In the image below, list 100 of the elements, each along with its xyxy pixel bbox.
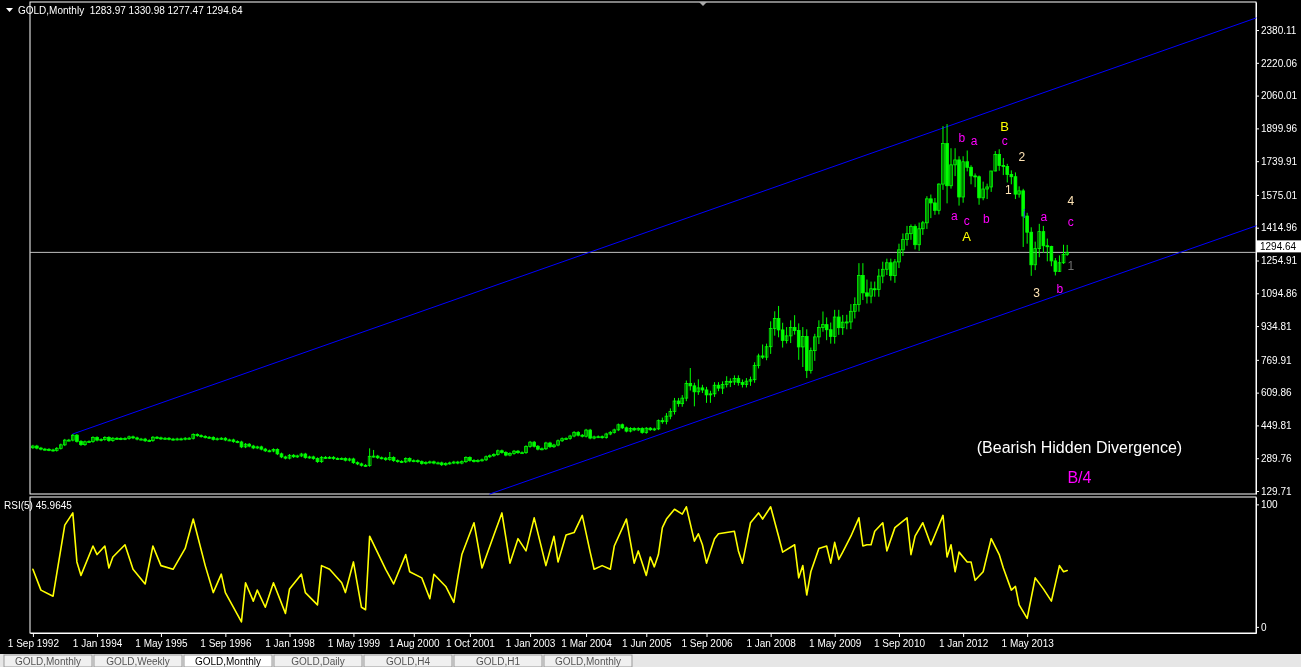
annotation: b: [982, 212, 990, 227]
candlestick: [840, 314, 845, 336]
candlestick: [612, 428, 617, 435]
candlestick: [275, 447, 280, 456]
x-tick-label: 1 Jan 2003: [505, 638, 556, 650]
candlestick: [596, 434, 600, 439]
annotation: i: [1022, 206, 1026, 221]
candlestick: [175, 437, 179, 442]
candlestick: [367, 447, 372, 468]
candlestick: [231, 438, 236, 444]
x-tick-label: 1 Sep 2010: [873, 638, 926, 650]
annotation: c: [963, 214, 970, 229]
candlestick: [584, 428, 588, 438]
candlestick: [672, 397, 677, 416]
candlestick: [556, 439, 560, 447]
candlestick: [375, 454, 380, 460]
candlestick: [295, 454, 300, 459]
candlestick: [235, 439, 240, 444]
y-tick-label: 2380.11: [1261, 24, 1297, 36]
chart-title: RSI(5) 45.9645: [4, 500, 73, 511]
x-tick-label: 1 May 1995: [135, 638, 189, 650]
y-tick-label: 129.71: [1261, 485, 1293, 497]
annotation: B/4: [1067, 468, 1092, 486]
x-tick-label: 1 Jan 1998: [265, 638, 316, 650]
candlestick: [67, 438, 71, 442]
candlestick: [720, 380, 725, 395]
y-tick-label: 2220.06: [1261, 57, 1298, 69]
candlestick: [608, 430, 613, 436]
candlestick: [604, 432, 609, 440]
candlestick: [580, 433, 585, 438]
annotation: 2: [1018, 150, 1026, 165]
candlestick: [439, 461, 444, 467]
candlestick: [644, 426, 649, 435]
candlestick: [327, 455, 332, 460]
candlestick: [307, 455, 312, 460]
candlestick: [628, 426, 633, 433]
annotation: a: [951, 208, 959, 223]
candlestick: [223, 436, 228, 442]
candlestick: [788, 319, 793, 344]
candlestick: [600, 434, 604, 440]
chart-title: GOLD,Monthly 1283.97 1330.98 1277.47 1294.64: [18, 5, 244, 16]
candlestick: [632, 426, 636, 432]
candlestick: [315, 456, 320, 464]
candlestick: [712, 381, 717, 398]
candlestick: [323, 455, 328, 460]
x-tick-label: 1 Jan 1994: [72, 638, 123, 650]
annotation: b: [958, 130, 966, 145]
candlestick: [219, 436, 224, 441]
candlestick: [869, 281, 873, 304]
candlestick: [496, 449, 500, 457]
candlestick: [299, 452, 304, 458]
y-tick-label: 1094.86: [1261, 288, 1298, 299]
annotation: (Bearish Hidden Divergence): [976, 438, 1183, 456]
annotation: b: [1056, 282, 1064, 297]
annotation: c: [1067, 214, 1074, 229]
annotation: 1: [1005, 183, 1012, 198]
annotation: A: [962, 228, 972, 244]
candlestick: [399, 459, 404, 464]
annotation: a: [970, 133, 978, 148]
candlestick: [836, 309, 841, 336]
candlestick: [139, 437, 143, 441]
x-tick-label: 1 Jun 2005: [622, 638, 672, 650]
x-tick-label: 1 May 2013: [1001, 638, 1055, 650]
candlestick: [147, 438, 152, 443]
y-tick-label: 1414.96: [1261, 222, 1298, 234]
candlestick: [544, 441, 548, 451]
candlestick: [359, 462, 364, 468]
text: GOLD,Monthly: [14, 656, 82, 667]
candlestick: [287, 453, 292, 460]
y-tick-label: 1254.91: [1261, 255, 1298, 267]
candlestick: [355, 460, 360, 466]
x-tick-label: 1 Sep 1996: [200, 638, 252, 650]
candlestick: [54, 446, 59, 453]
candlestick: [724, 375, 729, 388]
text: GOLD,H1: [476, 656, 521, 667]
annotation: a: [1040, 210, 1048, 225]
candlestick: [407, 456, 412, 463]
candlestick: [704, 386, 709, 404]
candlestick: [179, 437, 183, 441]
text: GOLD,Monthly: [554, 656, 622, 667]
candlestick: [311, 455, 316, 461]
candlestick: [403, 456, 408, 464]
y-tick-label: 0: [1261, 621, 1267, 633]
candlestick: [428, 460, 432, 465]
candlestick: [411, 458, 416, 463]
y-tick-label: 1899.96: [1261, 123, 1298, 135]
candlestick: [656, 418, 661, 431]
text: GOLD,H4: [386, 656, 431, 667]
candlestick: [780, 322, 785, 349]
y-tick-label: 769.91: [1261, 354, 1293, 366]
x-tick-label: 1 Mar 2004: [561, 638, 613, 650]
candlestick: [832, 309, 837, 345]
candlestick: [917, 222, 921, 252]
y-tick-label: 2060.01: [1261, 90, 1298, 102]
candlestick: [251, 444, 256, 450]
candlestick: [568, 434, 572, 441]
candlestick: [488, 453, 492, 459]
candlestick: [243, 442, 248, 449]
candlestick: [455, 460, 460, 465]
annotation: B: [1000, 118, 1010, 134]
